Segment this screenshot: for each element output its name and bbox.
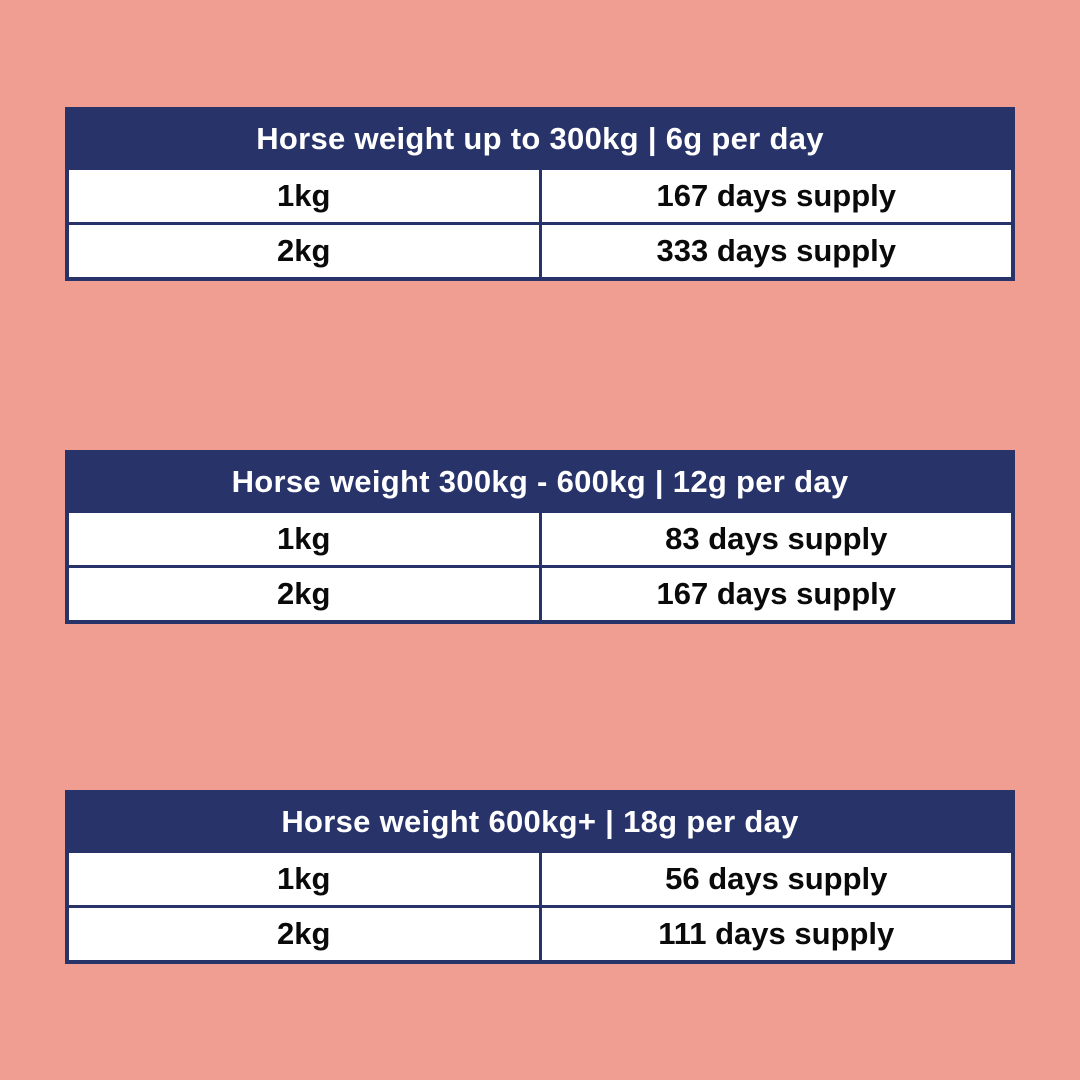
table-row: 2kg 333 days supply: [65, 222, 1015, 281]
table-title: Horse weight 600kg+ | 18g per day: [65, 790, 1015, 853]
pack-size-cell: 2kg: [65, 905, 542, 964]
pack-size-cell: 1kg: [65, 509, 542, 568]
supply-cell: 167 days supply: [538, 166, 1015, 225]
supply-cell: 111 days supply: [538, 905, 1015, 964]
table-header-row: Horse weight up to 300kg | 6g per day: [65, 107, 1015, 170]
supply-table-600kg-plus: Horse weight 600kg+ | 18g per day 1kg 56…: [65, 790, 1015, 964]
table-header-row: Horse weight 300kg - 600kg | 12g per day: [65, 450, 1015, 513]
pack-size-cell: 2kg: [65, 565, 542, 624]
supply-table-300kg-600kg: Horse weight 300kg - 600kg | 12g per day…: [65, 450, 1015, 624]
table-row: 2kg 111 days supply: [65, 905, 1015, 964]
supply-cell: 167 days supply: [538, 565, 1015, 624]
pack-size-cell: 2kg: [65, 222, 542, 281]
table-title: Horse weight up to 300kg | 6g per day: [65, 107, 1015, 170]
table-row: 1kg 167 days supply: [65, 166, 1015, 225]
table-header-row: Horse weight 600kg+ | 18g per day: [65, 790, 1015, 853]
supply-cell: 333 days supply: [538, 222, 1015, 281]
supply-cell: 83 days supply: [538, 509, 1015, 568]
supply-cell: 56 days supply: [538, 849, 1015, 908]
table-row: 1kg 56 days supply: [65, 849, 1015, 908]
pack-size-cell: 1kg: [65, 166, 542, 225]
pack-size-cell: 1kg: [65, 849, 542, 908]
table-row: 1kg 83 days supply: [65, 509, 1015, 568]
table-title: Horse weight 300kg - 600kg | 12g per day: [65, 450, 1015, 513]
table-row: 2kg 167 days supply: [65, 565, 1015, 624]
supply-table-up-to-300kg: Horse weight up to 300kg | 6g per day 1k…: [65, 107, 1015, 281]
